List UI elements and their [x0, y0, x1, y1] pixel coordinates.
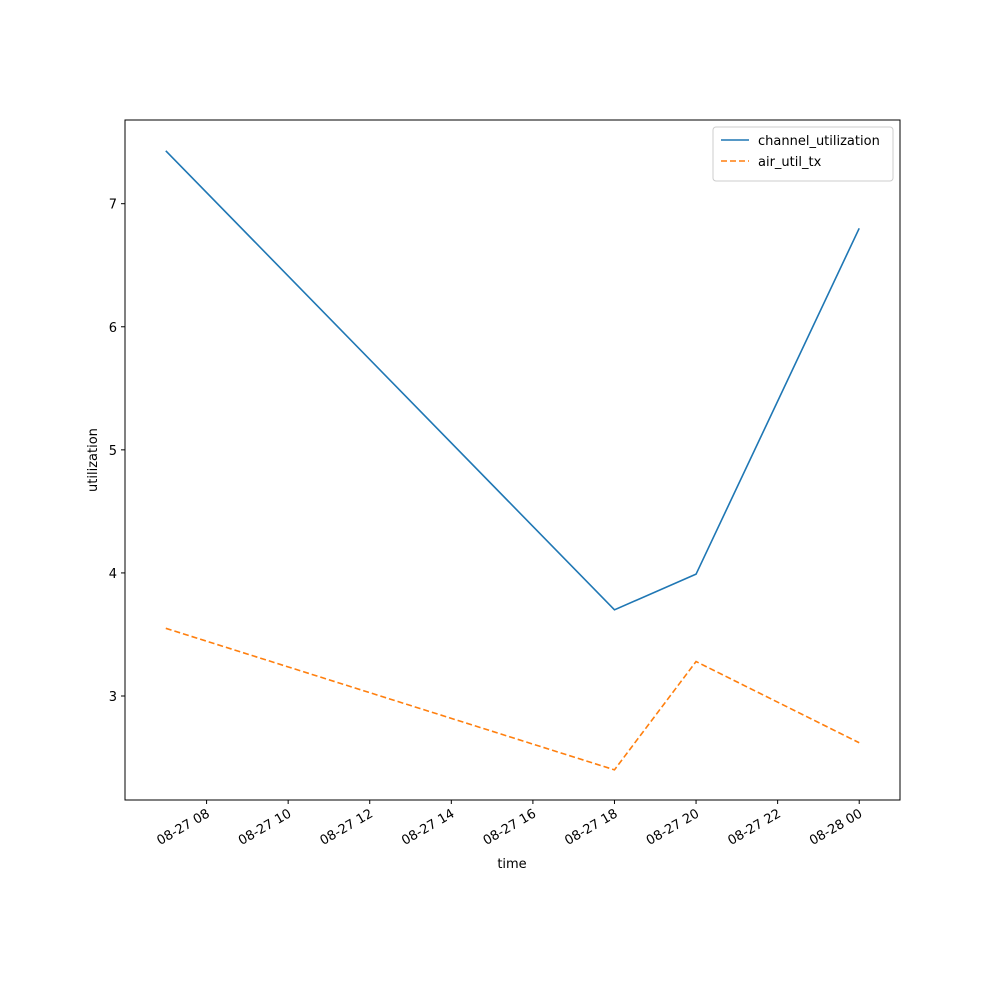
series-line	[165, 627, 860, 771]
x-tick-label: 08-27 20	[644, 806, 702, 848]
x-tick-label: 08-27 18	[562, 806, 620, 848]
x-tick-label: 08-27 08	[154, 806, 212, 848]
plot-frame	[124, 119, 901, 801]
x-tick-label: 08-27 14	[399, 806, 457, 848]
y-tick-label: 7	[109, 198, 117, 213]
y-axis-title: utilization	[86, 428, 101, 492]
series-line	[165, 150, 860, 611]
x-tick-label: 08-28 00	[807, 806, 865, 848]
x-tick-label: 08-27 16	[481, 806, 539, 848]
legend-label: air_util_tx	[758, 155, 822, 170]
y-tick-label: 3	[109, 690, 117, 705]
legend-label: channel_utilization	[758, 134, 880, 149]
x-tick-label: 08-27 10	[236, 806, 294, 848]
x-tick-label: 08-27 12	[318, 806, 376, 848]
x-tick-label: 08-27 22	[726, 806, 784, 848]
y-tick-label: 6	[109, 321, 117, 336]
y-tick-label: 4	[109, 567, 117, 582]
x-axis-title: time	[497, 857, 526, 872]
legend-box	[712, 126, 894, 182]
y-tick-label: 5	[109, 444, 117, 459]
